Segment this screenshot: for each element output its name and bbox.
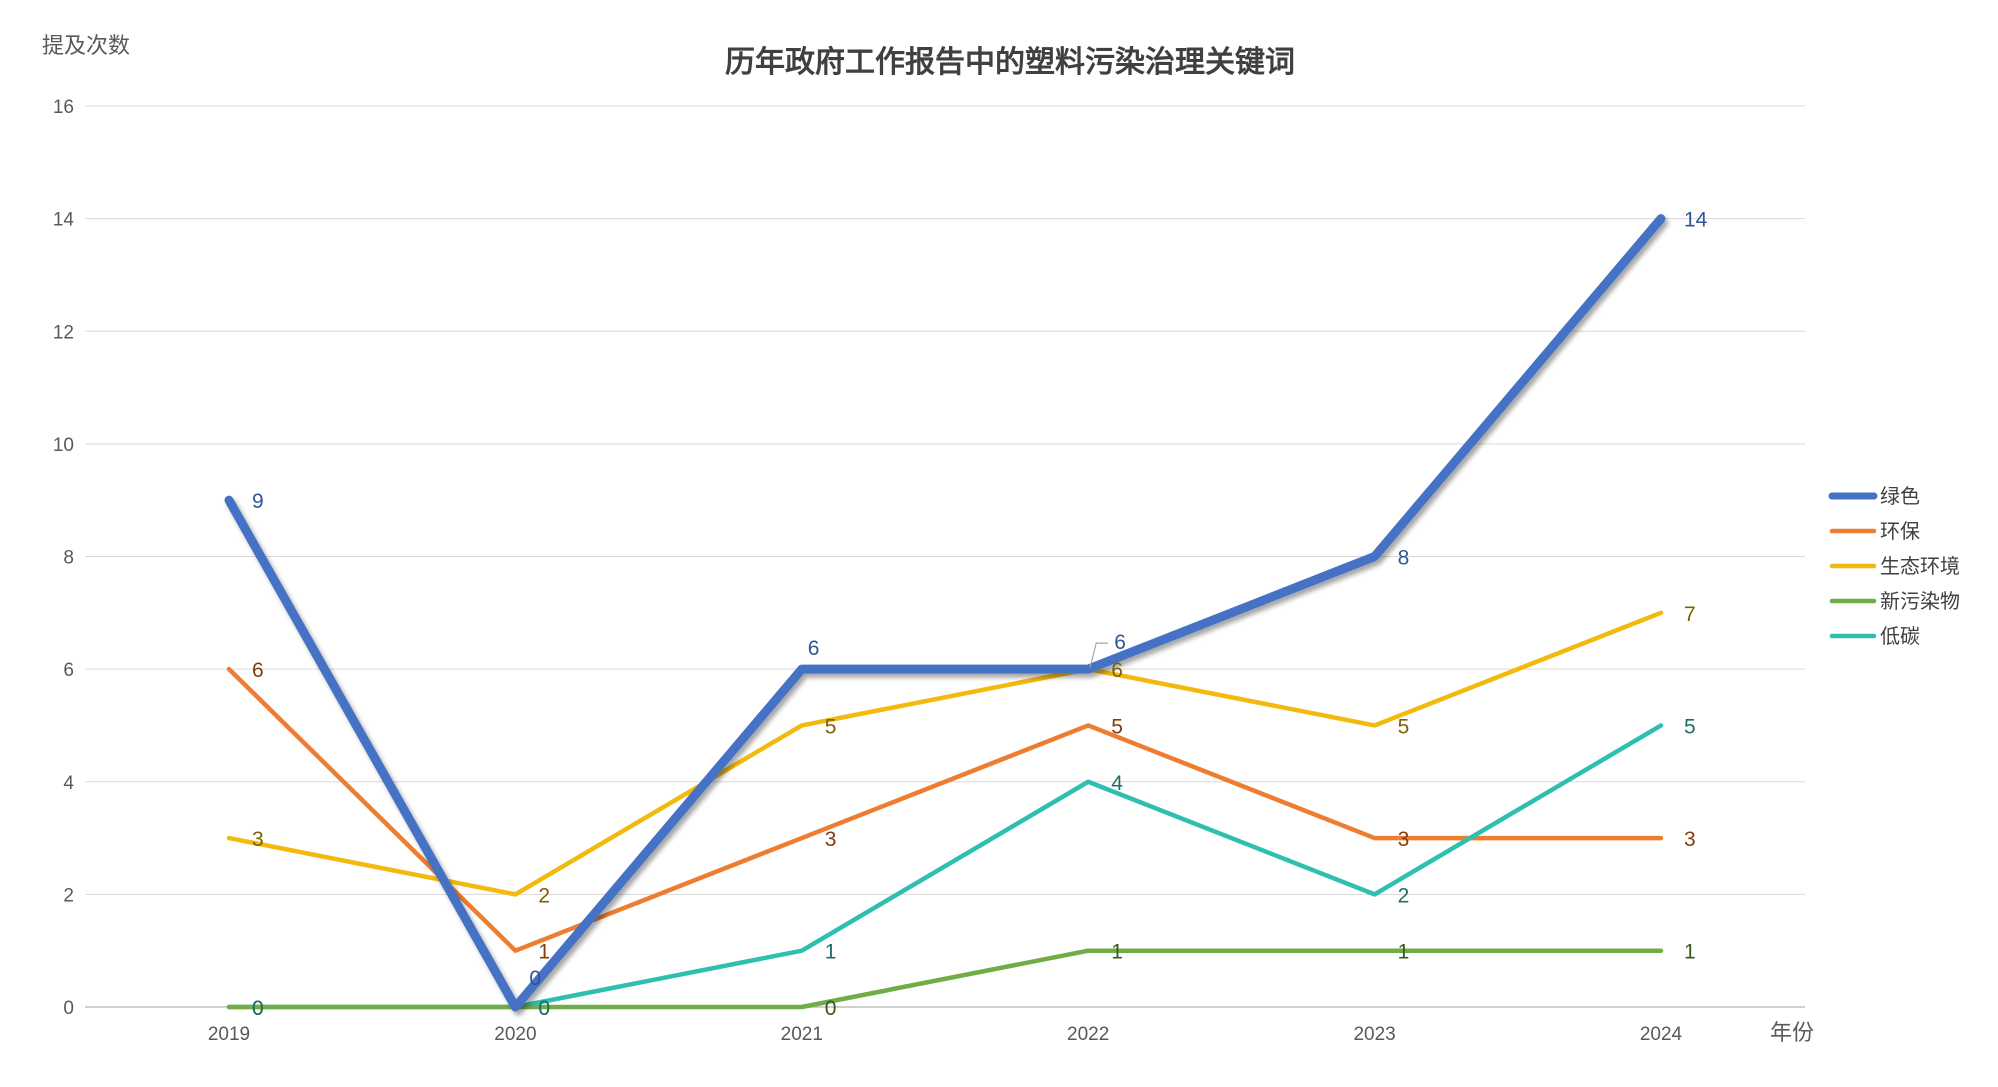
y-tick-label: 12	[53, 322, 74, 343]
data-label: 6	[252, 659, 264, 682]
y-tick-label: 8	[63, 548, 74, 569]
data-label: 1	[1684, 941, 1696, 964]
x-tick-label: 2021	[781, 1024, 823, 1045]
data-label: 1	[1398, 941, 1410, 964]
series-line-3	[226, 610, 1664, 897]
data-label: 0	[538, 997, 550, 1020]
data-label: 0	[538, 997, 550, 1020]
data-label: 6	[1114, 631, 1126, 654]
series-lines	[224, 214, 1666, 1012]
y-tick-label: 10	[53, 435, 74, 456]
data-label: 0	[529, 967, 541, 990]
x-axis-ticks: 2019 2020 2021 2022 2023 2024	[208, 1024, 1683, 1045]
data-label: 5	[1111, 715, 1123, 738]
y-tick-label: 6	[63, 660, 74, 681]
data-label: 1	[1111, 941, 1123, 964]
data-label: 7	[1684, 603, 1696, 626]
y-tick-label: 16	[53, 97, 74, 118]
data-label: 3	[825, 828, 837, 851]
y-tick-label: 14	[53, 210, 75, 231]
data-label: 6	[1111, 659, 1123, 682]
data-label: 3	[1398, 828, 1410, 851]
x-tick-label: 2020	[494, 1024, 536, 1045]
gridlines	[85, 105, 1805, 1008]
data-label: 4	[1111, 772, 1123, 795]
series-line-2	[226, 666, 1664, 953]
y-axis-title: 提及次数	[42, 34, 130, 59]
data-label: 9	[252, 490, 264, 513]
y-tick-label: 2	[63, 885, 74, 906]
y-tick-label: 4	[63, 773, 74, 794]
data-label: 2	[1398, 884, 1410, 907]
data-label: 5	[1684, 715, 1696, 738]
series-line-4	[226, 948, 1664, 1010]
x-axis-title: 年份	[1770, 1021, 1814, 1046]
leader-line	[1089, 642, 1109, 668]
data-label: 2	[538, 884, 550, 907]
y-tick-label: 0	[63, 998, 74, 1019]
data-label: 3	[1684, 828, 1696, 851]
data-label: 0	[252, 997, 264, 1020]
data-label: 8	[1398, 547, 1410, 570]
legend-label: 绿色	[1880, 484, 1920, 508]
data-label: 0	[252, 997, 264, 1020]
legend-label: 低碳	[1880, 624, 1920, 648]
x-tick-label: 2019	[208, 1024, 250, 1045]
legend-label: 环保	[1880, 519, 1920, 543]
y-axis-ticks: 0 2 4 6 8 10 12 14 16	[53, 97, 75, 1019]
data-label: 14	[1684, 209, 1708, 232]
data-label: 6	[808, 637, 820, 660]
data-label: 1	[538, 941, 550, 964]
x-tick-label: 2023	[1353, 1024, 1395, 1045]
data-label: 1	[825, 941, 837, 964]
data-label: 3	[252, 828, 264, 851]
legend-label: 新污染物	[1880, 589, 1960, 613]
data-label: 5	[1398, 715, 1410, 738]
x-tick-label: 2022	[1067, 1024, 1109, 1045]
data-label: 0	[825, 997, 837, 1020]
x-tick-label: 2024	[1640, 1024, 1683, 1045]
series-line-1	[224, 214, 1666, 1012]
chart-title: 历年政府工作报告中的塑料污染治理关键词	[725, 45, 1295, 80]
legend-label: 生态环境	[1880, 554, 1960, 578]
series-line-5	[226, 723, 1664, 1010]
data-label: 5	[825, 715, 837, 738]
